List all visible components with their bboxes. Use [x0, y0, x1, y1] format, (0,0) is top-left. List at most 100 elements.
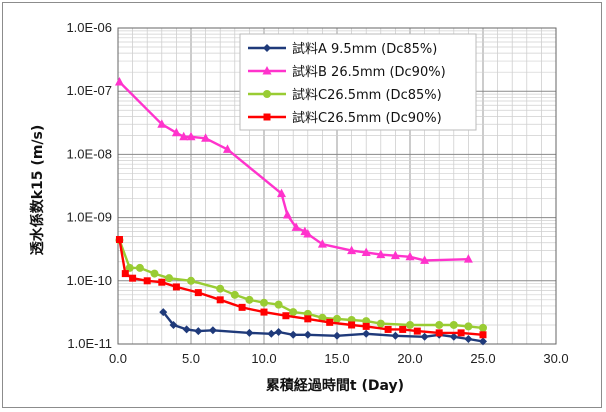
data-point — [135, 263, 144, 272]
data-point — [267, 329, 276, 338]
data-point — [182, 325, 191, 334]
legend-label: 試料B 26.5mm (Dc90%) — [292, 64, 446, 80]
data-point — [277, 188, 287, 198]
data-point — [362, 322, 370, 330]
data-point — [115, 236, 123, 244]
data-point — [435, 320, 444, 329]
data-point — [143, 277, 151, 285]
data-point — [420, 332, 429, 341]
data-point — [245, 295, 254, 304]
data-point — [260, 298, 268, 307]
data-point — [406, 320, 414, 329]
data-point — [384, 325, 392, 333]
plot-area — [114, 76, 487, 346]
data-point — [326, 318, 334, 326]
legend-item: 試料C26.5mm (Dc90%) — [248, 110, 442, 126]
data-point — [114, 76, 124, 86]
data-point — [159, 308, 168, 317]
legend-swatch-marker — [263, 44, 271, 52]
data-point — [463, 254, 473, 263]
x-tick-label: 10.0 — [251, 351, 276, 366]
data-point — [282, 209, 292, 219]
x-tick-label: 0.0 — [109, 351, 127, 366]
data-point — [464, 334, 473, 343]
data-point — [194, 289, 202, 297]
legend: 試料A 9.5mm (Dc85%) 試料B 26.5mm (Dc90%) 試料C26… — [239, 33, 477, 131]
data-point — [282, 312, 290, 320]
data-point — [303, 330, 312, 339]
x-tick-label: 5.0 — [182, 351, 200, 366]
data-point — [333, 314, 341, 323]
y-tick-label: 1.0E-10 — [66, 273, 112, 288]
data-point — [274, 300, 283, 309]
legend-box — [239, 33, 477, 131]
data-point — [158, 278, 166, 286]
data-point — [390, 250, 400, 260]
legend-item: 試料A 9.5mm (Dc85%) — [248, 41, 437, 57]
data-point — [399, 325, 407, 333]
x-tick-label: 30.0 — [543, 351, 568, 366]
data-point — [289, 308, 298, 317]
data-point — [289, 330, 298, 339]
data-point — [223, 144, 232, 153]
legend-label: 試料A 9.5mm (Dc85%) — [292, 41, 437, 57]
data-point — [347, 245, 357, 255]
legend-label: 試料C26.5mm (Dc85%) — [292, 87, 442, 103]
data-point — [201, 133, 211, 142]
data-point — [172, 283, 180, 291]
data-point — [238, 303, 246, 311]
data-point — [165, 274, 174, 283]
series-2 — [114, 76, 473, 264]
data-point — [304, 315, 312, 323]
axes: 0.0 5.0 10.0 15.0 20.0 25.0 30.0 1.0E-11 1.0E-10… — [66, 20, 568, 366]
data-point — [361, 247, 371, 257]
x-tick-label: 20.0 — [397, 351, 422, 366]
data-point — [435, 329, 443, 337]
y-tick-label: 1.0E-08 — [66, 146, 112, 161]
data-point — [179, 131, 189, 141]
data-point — [216, 284, 225, 293]
data-point — [187, 276, 195, 285]
data-point — [208, 326, 217, 335]
data-point — [413, 327, 421, 335]
data-point — [186, 131, 196, 141]
y-tick-label: 1.0E-11 — [67, 336, 112, 351]
data-point — [420, 255, 430, 264]
data-point — [405, 251, 415, 261]
data-point — [303, 229, 313, 238]
legend-swatch-marker — [262, 66, 272, 75]
y-tick-label: 1.0E-09 — [66, 210, 112, 225]
data-point — [150, 269, 159, 278]
data-point — [333, 331, 341, 340]
data-point — [376, 249, 386, 259]
x-tick-label: 15.0 — [324, 351, 349, 366]
x-tick-label: 25.0 — [470, 351, 495, 366]
data-point — [169, 320, 178, 329]
data-point — [260, 308, 268, 316]
data-point — [129, 274, 137, 282]
legend-swatch-marker — [263, 90, 271, 98]
data-point — [391, 331, 400, 340]
data-point — [121, 270, 129, 278]
data-point — [464, 322, 473, 331]
data-point — [157, 119, 167, 128]
data-point — [479, 323, 487, 332]
data-point — [216, 296, 224, 304]
data-point — [291, 222, 301, 231]
data-point — [230, 290, 239, 299]
legend-item: 試料C26.5mm (Dc85%) — [248, 87, 442, 103]
legend-label: 試料C26.5mm (Dc90%) — [292, 110, 442, 126]
x-axis-label: 累積経過時間t (Day) — [266, 377, 404, 394]
y-tick-label: 1.0E-06 — [66, 20, 112, 35]
plot-border — [117, 27, 557, 345]
data-point — [449, 332, 458, 341]
legend-swatch-marker — [263, 113, 271, 121]
data-point — [245, 328, 254, 337]
data-point — [274, 327, 283, 336]
legend-item: 試料B 26.5mm (Dc90%) — [248, 64, 446, 80]
data-point — [317, 239, 327, 248]
data-point — [449, 320, 458, 329]
data-point — [457, 329, 465, 337]
data-point — [125, 263, 134, 272]
